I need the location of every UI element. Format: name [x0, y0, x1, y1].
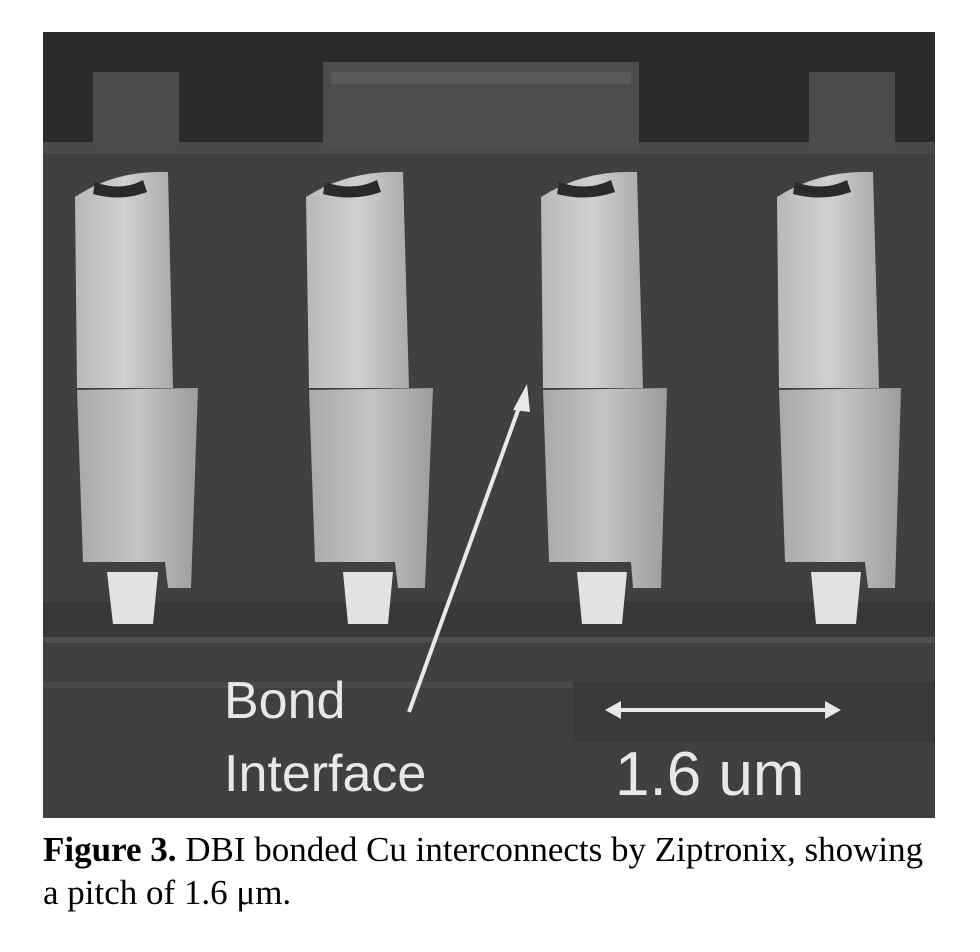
top-cap [809, 72, 895, 147]
sem-micrograph: Bond Interface 1.6 um [43, 32, 935, 818]
figure-number: Figure 3. [43, 830, 177, 869]
micrograph-image [43, 32, 935, 818]
caption-text: DBI bonded Cu interconnects by Ziptronix… [43, 830, 924, 912]
cu-interconnect [777, 171, 901, 624]
cu-interconnect [75, 171, 198, 624]
interface-label: Interface [224, 745, 427, 803]
scale-bar [605, 701, 841, 719]
cu-interconnect [541, 171, 667, 624]
top-cap [93, 72, 179, 147]
scale-bar-label: 1.6 um [615, 740, 805, 809]
bond-label: Bond [224, 672, 346, 730]
bond-interface-arrow [407, 384, 530, 713]
cu-interconnect [306, 171, 433, 624]
figure-caption: Figure 3. DBI bonded Cu interconnects by… [43, 828, 943, 914]
